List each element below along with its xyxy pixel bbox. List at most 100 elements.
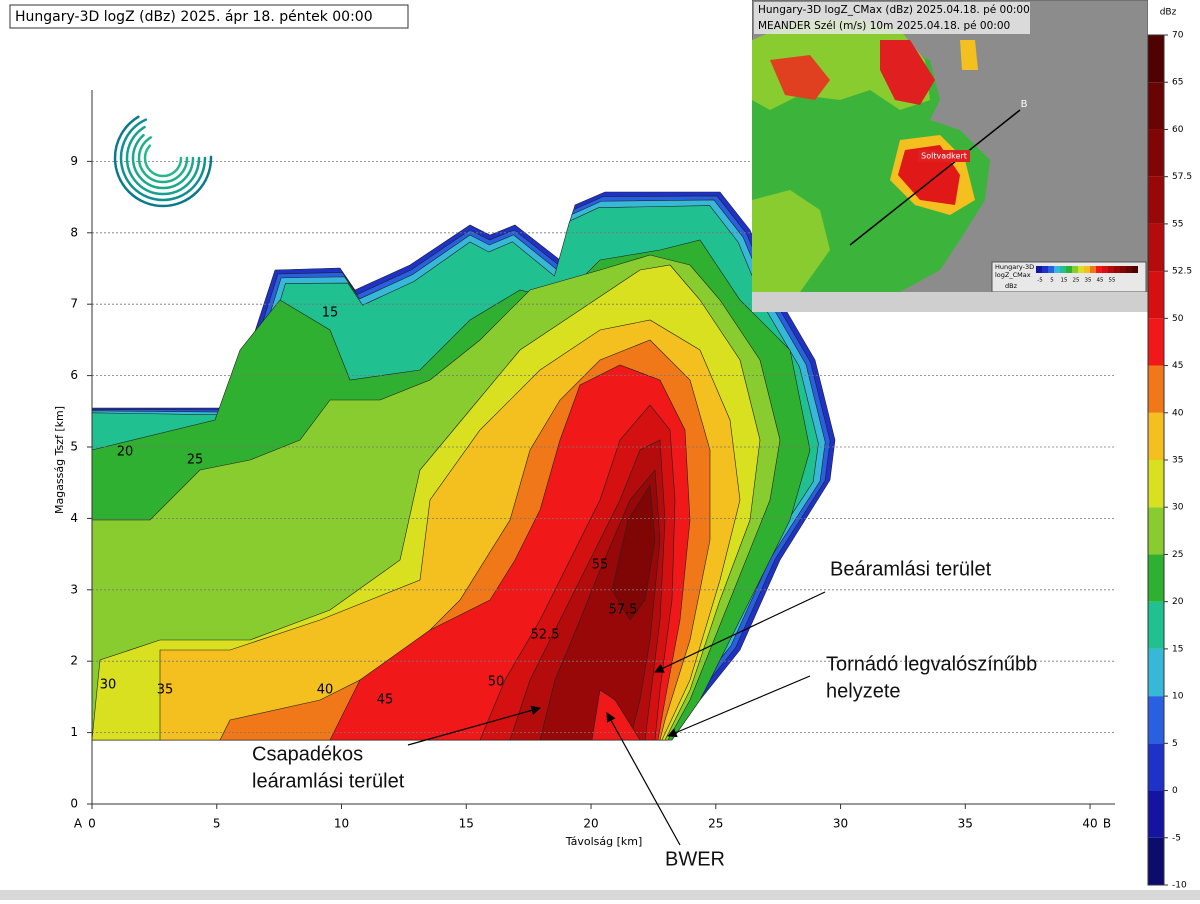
section-line: [849, 109, 1021, 246]
colorbar-band: [1148, 790, 1164, 838]
colorbar-tick-label: 52.5: [1172, 267, 1192, 277]
colorbar-label: dBz: [1160, 8, 1177, 18]
annotation-text: leáramlási terület: [252, 770, 405, 792]
colorbar-tick-label: 20: [1172, 597, 1184, 607]
inset-echo: [770, 55, 830, 100]
inset-legend-unit: dBz: [1005, 282, 1018, 290]
endpoint-label: B: [1103, 817, 1111, 831]
inset-echo: [880, 40, 935, 105]
annotation-text: Csapadékos: [252, 743, 363, 765]
inset-legend-tick: 5: [1050, 278, 1054, 284]
annotation-arrow: [654, 591, 826, 673]
colorbar-tick-label: 15: [1172, 644, 1183, 654]
inset-legend-swatch: [1132, 266, 1138, 273]
inset-legend-swatch: [1126, 266, 1132, 273]
inset-legend-swatch: [1078, 266, 1084, 273]
colorbar-band: [1148, 318, 1164, 366]
colorbar-band: [1148, 460, 1164, 508]
colorbar-band: [1148, 223, 1164, 272]
x-tick-label: 15: [459, 817, 474, 831]
colorbar-tick-label: 55: [1172, 219, 1183, 229]
colorbar-tick-label: 5: [1172, 739, 1178, 749]
inset-map: Soltvadkert B Hungary-3D logZ_CMax (dBz)…: [752, 0, 1148, 312]
contour-label: 30: [100, 678, 117, 693]
inset-legend-swatch: [1090, 266, 1096, 273]
colorbar-tick-label: 50: [1172, 314, 1184, 324]
x-tick-label: 10: [334, 817, 349, 831]
y-axis-label: Magasság Tszf [km]: [53, 406, 66, 514]
inset-legend-swatch: [1036, 266, 1042, 273]
x-axis-label: Távolság [km]: [565, 835, 643, 848]
x-tick-label: 0: [88, 817, 96, 831]
colorbar-tick-label: -5: [1172, 833, 1181, 843]
contour-layer: 20 25 15 30 35 40 45 50 52.5 55 57.5: [91, 191, 836, 741]
y-tick-label: 0: [70, 797, 78, 811]
colorbar-band: [1148, 837, 1164, 885]
colorbar: -10 -5 0 5 10 15 20 25 30 35 40 45 50 52.5 55 57.5 60 65 7…: [1147, 8, 1192, 891]
colorbar-band: [1148, 365, 1164, 413]
endpoint-label: A: [74, 817, 83, 831]
y-tick-label: 7: [70, 297, 78, 311]
inset-header: [754, 2, 1030, 34]
colorbar-tick-label: 35: [1172, 456, 1183, 466]
annotations: Beáramlási terület Tornádó legvalószínűbb…: [252, 558, 1037, 870]
contour-region: [591, 689, 641, 741]
colorbar-band: [1148, 271, 1164, 319]
logo-arc: [143, 138, 183, 178]
colorbar-tick-label: 25: [1172, 550, 1183, 560]
contour-label: 20: [117, 445, 134, 460]
y-tick-label: 6: [70, 368, 78, 382]
colorbar-tick-label: 10: [1172, 692, 1184, 702]
annotation-arrow: [606, 712, 681, 846]
colorbar-band: [1148, 129, 1164, 177]
y-tick-label: 5: [70, 440, 78, 454]
logo-arc: [137, 132, 189, 184]
logo-arc: [119, 114, 207, 202]
inset-legend-swatch: [1042, 266, 1048, 273]
colorbar-band: [1148, 554, 1164, 602]
x-tick-label: 25: [708, 817, 723, 831]
inset-legend-swatch: [1102, 266, 1108, 273]
inset-legend-tick: 25: [1073, 278, 1080, 284]
colorbar-band: [1148, 696, 1164, 744]
point-label: B: [1021, 99, 1028, 110]
colorbar-tick-label: 57.5: [1172, 172, 1192, 182]
contour-label: 45: [377, 693, 394, 708]
contour-label: 57.5: [609, 603, 638, 618]
inset-legend-swatch: [1114, 266, 1120, 273]
colorbar-tick-label: -10: [1172, 881, 1187, 891]
colorbar-tick-label: 60: [1172, 125, 1184, 135]
y-tick-label: 2: [70, 654, 78, 668]
x-tick-label: 20: [583, 817, 598, 831]
title-box: [9, 4, 409, 29]
chart-title: Hungary-3D logZ (dBz) 2025. ápr 18. pént…: [15, 9, 373, 25]
inset-legend-tick: -5: [1037, 278, 1043, 284]
contour-label: 55: [592, 558, 609, 573]
bottom-bar: [0, 890, 1200, 900]
annotation-arrow: [407, 705, 541, 746]
contour-label: 15: [322, 306, 339, 321]
colorbar-band: [1148, 412, 1164, 460]
x-tick-label: 35: [958, 817, 973, 831]
inset-legend-text: Hungary-3D: [995, 263, 1034, 271]
inset-legend-tick: 15: [1061, 278, 1068, 284]
inset-legend-swatch: [1096, 266, 1102, 273]
inset-legend-swatch: [1084, 266, 1090, 273]
logo: [113, 108, 213, 208]
inset-legend-swatch: [1048, 266, 1054, 273]
colorbar-tick-label: 65: [1172, 78, 1183, 88]
colorbar-band: [1148, 648, 1164, 697]
colorbar-tick-label: 40: [1172, 408, 1184, 418]
annotation-text: BWER: [665, 848, 725, 870]
contour-label: 50: [488, 675, 505, 690]
x-tick-label: 5: [213, 817, 221, 831]
annotation-text: Beáramlási terület: [830, 558, 992, 580]
contour-label: 35: [157, 683, 174, 698]
colorbar-band: [1148, 507, 1164, 555]
inset-legend-text: logZ_CMax: [995, 271, 1031, 279]
inset-echo: [752, 190, 830, 292]
inset-legend-swatch: [1120, 266, 1126, 273]
colorbar-tick-label: 45: [1172, 361, 1183, 371]
inset-legend-tick: 35: [1085, 278, 1092, 284]
logo-arc: [125, 120, 201, 196]
